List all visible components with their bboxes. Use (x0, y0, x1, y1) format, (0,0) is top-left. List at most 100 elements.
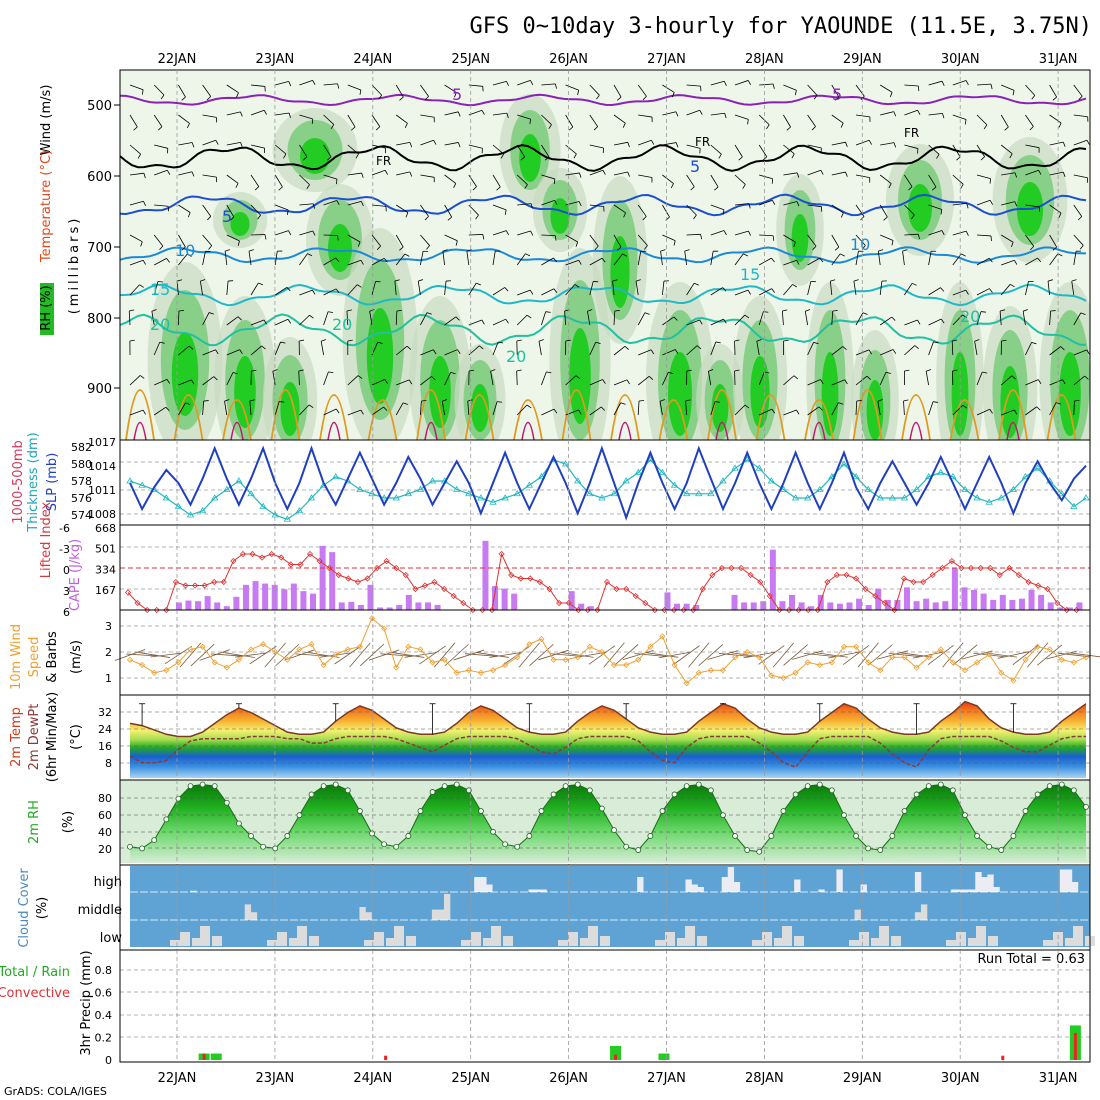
wind-barb-flag (327, 311, 334, 313)
wind10m-barb (453, 649, 485, 661)
cape-bar (836, 603, 843, 610)
wind10m-barb (433, 642, 456, 668)
wind-barb-flag (659, 399, 665, 402)
wind-barb (1049, 84, 1057, 98)
thickness-marker (368, 489, 376, 497)
wind-barb-flag (321, 339, 327, 342)
wind-barb-flag (431, 376, 436, 381)
wind-barb (904, 204, 915, 216)
wind-barb (517, 230, 531, 236)
wind-barb (903, 401, 905, 416)
hot-contour (909, 421, 923, 440)
li-marker (1006, 564, 1013, 572)
wind-barb-flag (616, 246, 622, 251)
wind-barb (686, 204, 697, 216)
wind-barb-flag (990, 84, 993, 90)
wind-speed-marker (296, 646, 303, 653)
warm-contour (804, 399, 834, 440)
wind-barb (347, 375, 359, 386)
wind-speed-marker (562, 656, 569, 663)
wind-barb-flag (693, 214, 697, 220)
wind-barb-flag (475, 214, 479, 220)
thickness-marker (816, 485, 824, 492)
rh-marker (574, 781, 581, 788)
wind-barb (226, 174, 239, 184)
wind-barb-flag (328, 371, 334, 374)
cloud-low-bar (946, 940, 956, 946)
li-marker (259, 554, 266, 561)
wind-barb (565, 201, 580, 206)
rh-marker (1058, 781, 1065, 788)
wind-barb (1025, 379, 1039, 386)
li-marker (316, 557, 323, 565)
wind10m-barb (792, 650, 824, 660)
wind-barb-flag (409, 142, 413, 148)
thickness-marker (489, 498, 497, 505)
wind-barb (829, 281, 833, 296)
wind-barb (1049, 402, 1057, 416)
wind-barb (420, 376, 432, 386)
cloud-high-bar (697, 887, 704, 892)
wind-barb (1049, 141, 1064, 146)
cape-tick-label: 668 (95, 522, 116, 535)
wind-barb-flag (151, 309, 157, 312)
wind-barb-flag (137, 153, 141, 159)
wind-barb (154, 204, 169, 207)
thickness-marker (259, 502, 267, 509)
wind-barb-flag (409, 171, 413, 177)
li-marker (508, 571, 515, 579)
thickness-marker (767, 477, 776, 484)
li-marker (584, 606, 591, 614)
wind-barb-flag (903, 399, 909, 402)
wind-barb (250, 282, 259, 296)
wind-barb-flag (891, 240, 894, 246)
wind-barb (371, 169, 386, 176)
wind-barb-flag (288, 81, 292, 87)
cloud-low-bar (782, 926, 792, 946)
wind-barb-flag (644, 312, 650, 315)
wind-barb-flag (766, 124, 770, 130)
thickness-markers (126, 455, 1090, 522)
wind-barb-flag (974, 339, 980, 342)
wind-barb (153, 84, 165, 96)
wind10m-barb (613, 644, 639, 666)
wind-speed-marker (695, 669, 702, 676)
wind-barb (613, 114, 626, 124)
li-marker (738, 564, 745, 572)
wind-barb (976, 234, 991, 237)
wind-barb-flag (941, 230, 945, 236)
wind-barb (492, 251, 496, 266)
wind-barb-flag (442, 249, 448, 252)
wind-barb (662, 111, 677, 116)
cape-label: CAPE (J/kg) (68, 539, 83, 611)
wind-barb-flag (565, 339, 571, 342)
wind-barb-flag (834, 96, 840, 101)
wind-barb (153, 234, 164, 247)
wind-barb-flag (911, 282, 917, 286)
wind-speed-marker (828, 659, 835, 666)
wind-barb-flag (650, 349, 655, 355)
wind-barb (928, 287, 941, 296)
li-marker (278, 554, 285, 561)
wind-barb (298, 370, 300, 386)
wind-barb-flag (1052, 246, 1057, 251)
wind-barb (804, 311, 808, 326)
wind-barb (395, 253, 406, 266)
wind-barb-flag (961, 253, 966, 257)
wind-barb-flag (1062, 141, 1066, 147)
wind-barb (589, 204, 604, 207)
cloud-high-bar (727, 867, 735, 892)
wind-barb-flag (648, 376, 654, 380)
warm-contour (998, 389, 1028, 440)
wind-barb-flag (940, 287, 945, 292)
wind-barb (275, 318, 289, 326)
wind-barb-flag (450, 371, 456, 375)
wind-barb-flag (181, 96, 186, 101)
wind-barb-flag (526, 314, 532, 319)
wind-barb (831, 234, 840, 248)
wind-barb (371, 234, 381, 247)
rh-marker (732, 833, 738, 839)
wind10m-barbs (114, 642, 1100, 668)
cape-bar (281, 589, 288, 610)
wind10m-barb (275, 643, 300, 667)
